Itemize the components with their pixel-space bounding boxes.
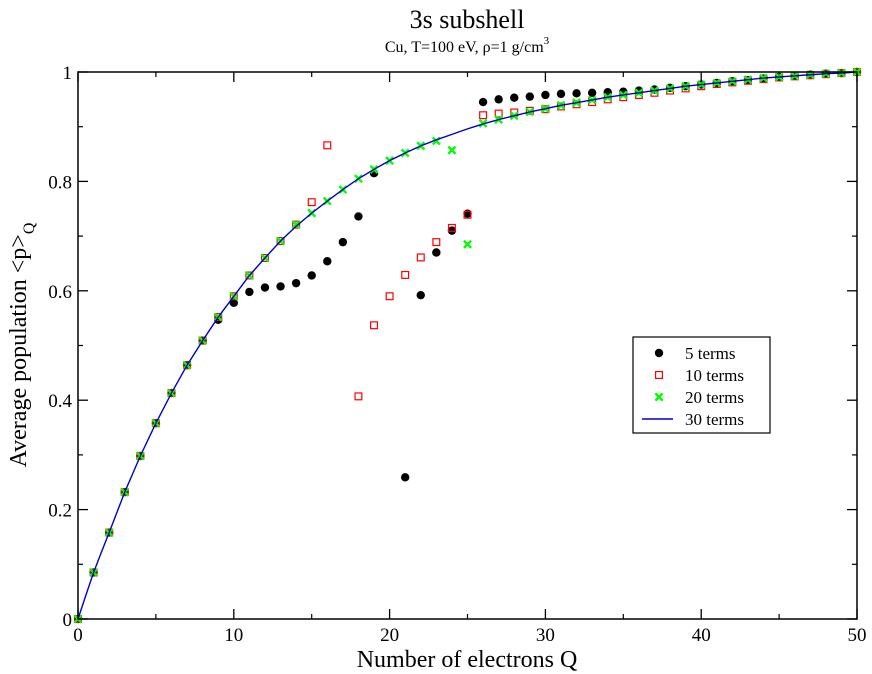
data-point — [291, 278, 301, 288]
data-point — [120, 488, 129, 497]
data-point — [494, 109, 503, 118]
legend-entry: 30 terms — [642, 410, 744, 429]
series-30-terms — [77, 71, 858, 620]
data-point — [323, 141, 332, 150]
data-point — [432, 248, 441, 257]
data-point — [743, 76, 752, 85]
legend-marker-swatch — [654, 348, 664, 358]
legend-marker-swatch — [654, 392, 664, 402]
data-point — [572, 89, 581, 98]
data-point — [105, 528, 114, 537]
y-tick-label: 0.6 — [48, 282, 72, 303]
data-point — [401, 270, 410, 279]
data-point — [510, 93, 519, 102]
data-point — [712, 80, 721, 89]
data-point — [400, 473, 410, 482]
data-point — [432, 238, 441, 247]
data-point — [198, 336, 207, 345]
legend-label: 5 terms — [685, 344, 736, 363]
data-point — [354, 392, 363, 401]
data-point — [478, 97, 488, 107]
data-point — [479, 111, 488, 120]
data-point — [447, 145, 457, 155]
data-point — [728, 78, 737, 87]
chart-subtitle-superscript: 3 — [544, 35, 550, 47]
data-point — [229, 298, 238, 308]
data-point — [151, 419, 160, 428]
x-axis-label: Number of electrons Q — [357, 647, 578, 673]
chart-title: 3s subshell — [410, 5, 525, 34]
data-point — [697, 82, 706, 91]
data-point — [89, 568, 98, 577]
data-point — [385, 292, 394, 301]
data-point — [463, 239, 472, 249]
data-point — [245, 287, 254, 297]
x-tick-label: 30 — [536, 625, 555, 646]
data-point — [354, 212, 363, 221]
data-point — [292, 220, 301, 229]
x-tick-label: 40 — [692, 625, 711, 646]
x-tick-label: 50 — [848, 625, 867, 646]
y-tick-label: 0.2 — [48, 501, 72, 522]
y-tick-label: 0 — [63, 610, 73, 631]
data-point — [260, 283, 270, 292]
data-point — [541, 90, 550, 100]
legend-entry: 10 terms — [654, 366, 744, 385]
y-tick-label: 0.4 — [48, 391, 72, 412]
legend-entry: 20 terms — [654, 388, 744, 407]
chart-subtitle-main: Cu, T=100 eV, ρ=1 g/cm — [385, 39, 544, 56]
y-axis-label-main: Average population <p> — [6, 234, 32, 467]
data-point — [587, 88, 597, 97]
x-tick-label: 20 — [380, 625, 399, 646]
data-point — [416, 253, 425, 262]
data-point — [276, 237, 285, 246]
data-point — [276, 282, 285, 291]
y-axis-label-subscript: Q — [21, 222, 38, 234]
data-point — [183, 361, 192, 370]
y-axis-label: Average population <p>Q — [6, 222, 38, 467]
x-tick-label: 0 — [73, 625, 83, 646]
data-point — [214, 313, 223, 322]
plot-frame — [77, 71, 858, 620]
data-point — [291, 220, 301, 230]
legend-label: 20 terms — [685, 388, 744, 407]
data-point — [307, 271, 316, 280]
data-point — [572, 100, 581, 109]
data-point — [260, 253, 269, 262]
legend-entry: 5 terms — [654, 344, 736, 363]
data-point — [556, 89, 566, 99]
data-point — [416, 290, 425, 300]
data-point — [167, 389, 176, 398]
y-tick-label: 0.8 — [48, 172, 72, 193]
legend-marker-swatch — [654, 371, 663, 380]
legend-label: 30 terms — [685, 410, 744, 429]
data-point — [136, 451, 145, 460]
x-tick-label: 10 — [224, 625, 243, 646]
legend: 5 terms 10 terms 20 terms 30 terms — [632, 336, 771, 434]
series-line — [77, 71, 858, 620]
data-point — [229, 292, 238, 301]
data-point — [307, 198, 316, 207]
data-point — [245, 271, 254, 280]
data-point — [370, 321, 379, 330]
y-tick-label: 1 — [63, 63, 73, 84]
data-point — [494, 95, 503, 104]
data-point — [447, 226, 457, 235]
data-point — [338, 237, 348, 247]
data-point — [323, 257, 332, 266]
data-point — [447, 223, 456, 232]
data-point — [463, 210, 472, 219]
legend-label: 10 terms — [685, 366, 744, 385]
data-point — [525, 92, 535, 101]
data-point — [759, 75, 768, 84]
chart-subtitle: Cu, T=100 eV, ρ=1 g/cm3 — [385, 35, 550, 56]
